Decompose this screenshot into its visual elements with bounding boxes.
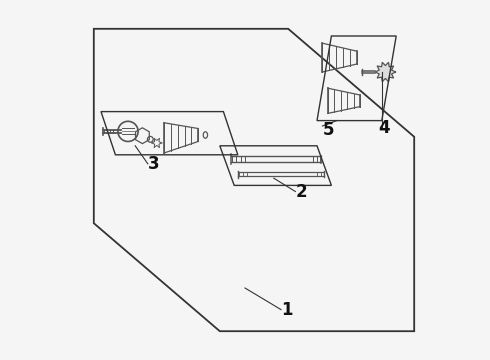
Text: 2: 2 (295, 183, 307, 201)
Text: 3: 3 (148, 155, 159, 173)
Text: 5: 5 (322, 121, 334, 139)
Text: 4: 4 (378, 119, 390, 137)
Text: 1: 1 (281, 301, 293, 319)
Polygon shape (375, 62, 395, 82)
